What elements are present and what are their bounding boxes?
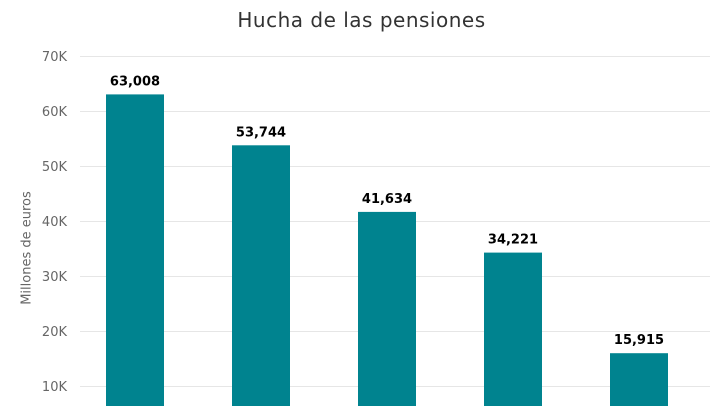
y-tick-label: 60K [42, 105, 68, 120]
y-tick-label: 10K [42, 380, 68, 395]
y-tick-label: 20K [42, 325, 68, 340]
bar[interactable] [358, 211, 416, 406]
bar[interactable] [610, 353, 668, 406]
bar[interactable] [484, 252, 542, 406]
chart-title: Hucha de las pensiones [237, 8, 486, 32]
y-tick-label: 30K [42, 270, 68, 285]
bar[interactable] [232, 145, 290, 406]
y-tick-label: 70K [42, 50, 68, 65]
data-label: 41,634 [362, 192, 412, 207]
data-label: 15,915 [614, 333, 664, 348]
data-label: 63,008 [110, 74, 160, 89]
data-label: 53,744 [236, 125, 286, 140]
y-tick-label: 50K [42, 160, 68, 175]
y-tick-label: 40K [42, 215, 68, 230]
data-label: 34,221 [488, 233, 538, 248]
bar[interactable] [106, 94, 164, 406]
